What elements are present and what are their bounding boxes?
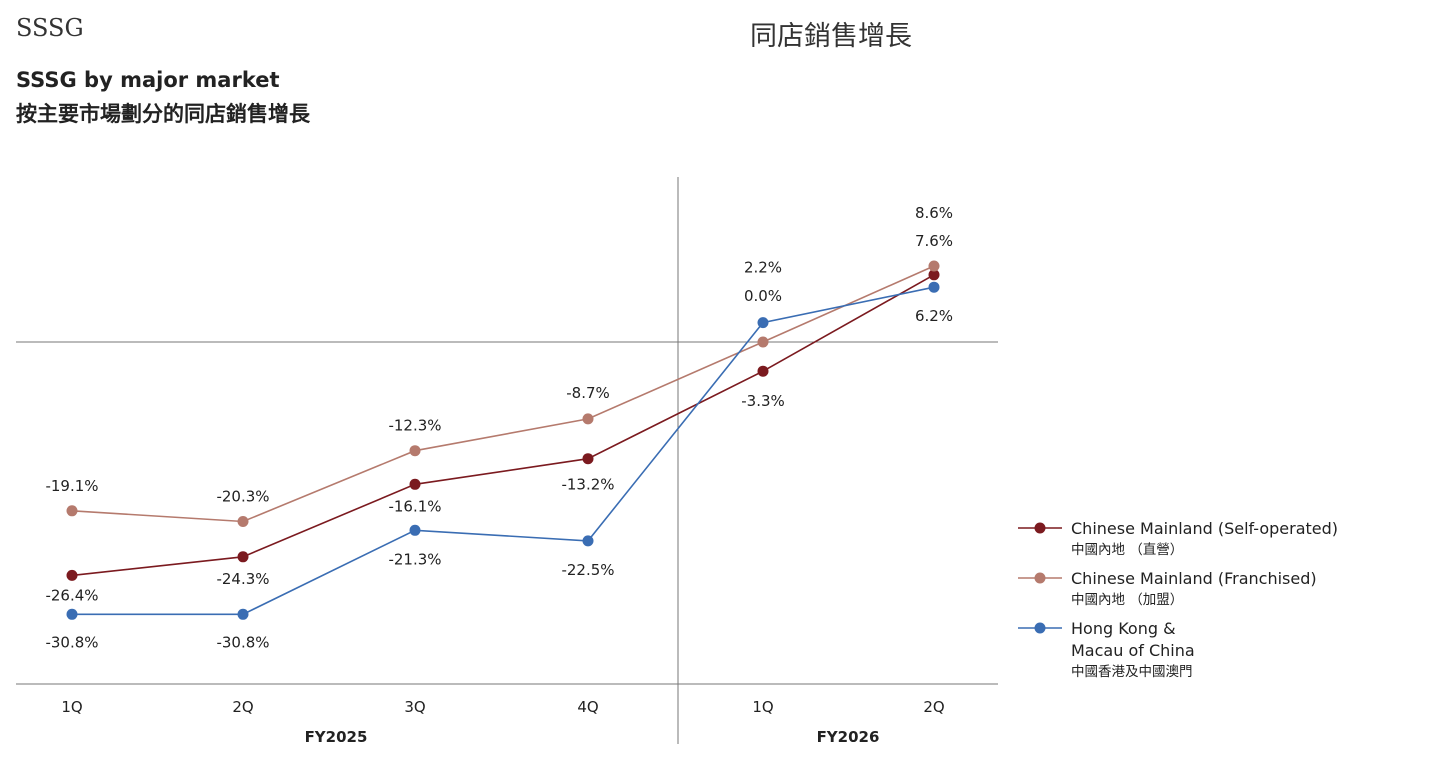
data-label: -30.8%	[216, 633, 269, 651]
data-point-1	[582, 413, 594, 425]
legend-item-franchised: Chinese Mainland (Franchised) 中國內地 （加盟）	[1018, 568, 1418, 610]
data-point-2	[409, 524, 421, 536]
data-label: -8.7%	[566, 384, 610, 402]
data-point-1	[409, 445, 421, 457]
legend: Chinese Mainland (Self-operated) 中國內地 （直…	[1018, 518, 1418, 690]
data-point-1	[237, 516, 249, 527]
data-point-1	[928, 260, 940, 272]
data-label: -19.1%	[45, 477, 98, 495]
legend-swatch-self-operated	[1018, 522, 1062, 534]
chart-title-zh: 按主要市場劃分的同店銷售增長	[16, 102, 310, 126]
x-tick-label: 1Q	[752, 698, 773, 716]
data-label: 6.2%	[915, 307, 953, 325]
data-label: -20.3%	[216, 488, 269, 506]
data-label: 2.2%	[744, 259, 782, 277]
legend-label-self-operated-zh: 中國內地 （直營）	[1071, 542, 1184, 558]
data-point-0	[757, 365, 769, 377]
data-point-1	[66, 505, 78, 517]
x-tick-label: 2Q	[232, 698, 253, 716]
header-left: SSSG	[16, 14, 84, 42]
data-point-2	[757, 317, 769, 329]
legend-item-self-operated: Chinese Mainland (Self-operated) 中國內地 （直…	[1018, 518, 1418, 560]
legend-label-franchised-zh: 中國內地 （加盟）	[1071, 592, 1184, 608]
data-point-2	[928, 281, 940, 293]
data-label: -12.3%	[388, 417, 441, 435]
legend-swatch-franchised	[1018, 572, 1062, 584]
series-line-0	[71, 274, 935, 577]
data-point-1	[757, 336, 769, 348]
data-label: 0.0%	[744, 287, 782, 305]
x-group-label: FY2026	[817, 728, 880, 746]
series-line-2	[72, 286, 935, 616]
data-label: 7.6%	[915, 232, 953, 250]
x-tick-label: 4Q	[577, 698, 598, 716]
data-label: -21.3%	[388, 550, 441, 568]
data-point-2	[237, 608, 249, 620]
data-label: -30.8%	[45, 633, 98, 651]
data-label: -3.3%	[741, 392, 785, 410]
data-point-0	[237, 551, 249, 563]
header-right: 同店銷售增長	[750, 21, 912, 52]
legend-label-hk-macau: Hong Kong & Macau of China	[1071, 619, 1195, 660]
data-point-2	[66, 608, 78, 620]
x-tick-label: 2Q	[923, 698, 944, 716]
legend-label-hk-macau-zh: 中國香港及中國澳門	[1071, 664, 1193, 680]
data-point-0	[409, 478, 421, 490]
x-tick-label: 1Q	[61, 698, 82, 716]
data-label: -26.4%	[45, 586, 98, 604]
legend-swatch-hk-macau	[1018, 622, 1062, 634]
data-label: -24.3%	[216, 570, 269, 588]
data-point-2	[582, 535, 594, 547]
data-label: -13.2%	[561, 476, 614, 494]
data-label: 8.6%	[915, 204, 953, 222]
data-point-0	[582, 453, 594, 465]
data-label: -22.5%	[561, 561, 614, 579]
data-point-0	[928, 269, 940, 281]
data-point-0	[66, 569, 78, 581]
legend-label-franchised: Chinese Mainland (Franchised)	[1071, 569, 1317, 588]
x-tick-label: 3Q	[404, 698, 425, 716]
x-group-label: FY2025	[305, 728, 368, 746]
data-label: -16.1%	[388, 497, 441, 515]
legend-label-self-operated: Chinese Mainland (Self-operated)	[1071, 519, 1339, 538]
chart-title-en: SSSG by major market	[16, 68, 280, 92]
legend-item-hk-macau: Hong Kong & Macau of China 中國香港及中國澳門	[1018, 618, 1418, 682]
series-line-1	[71, 265, 935, 523]
